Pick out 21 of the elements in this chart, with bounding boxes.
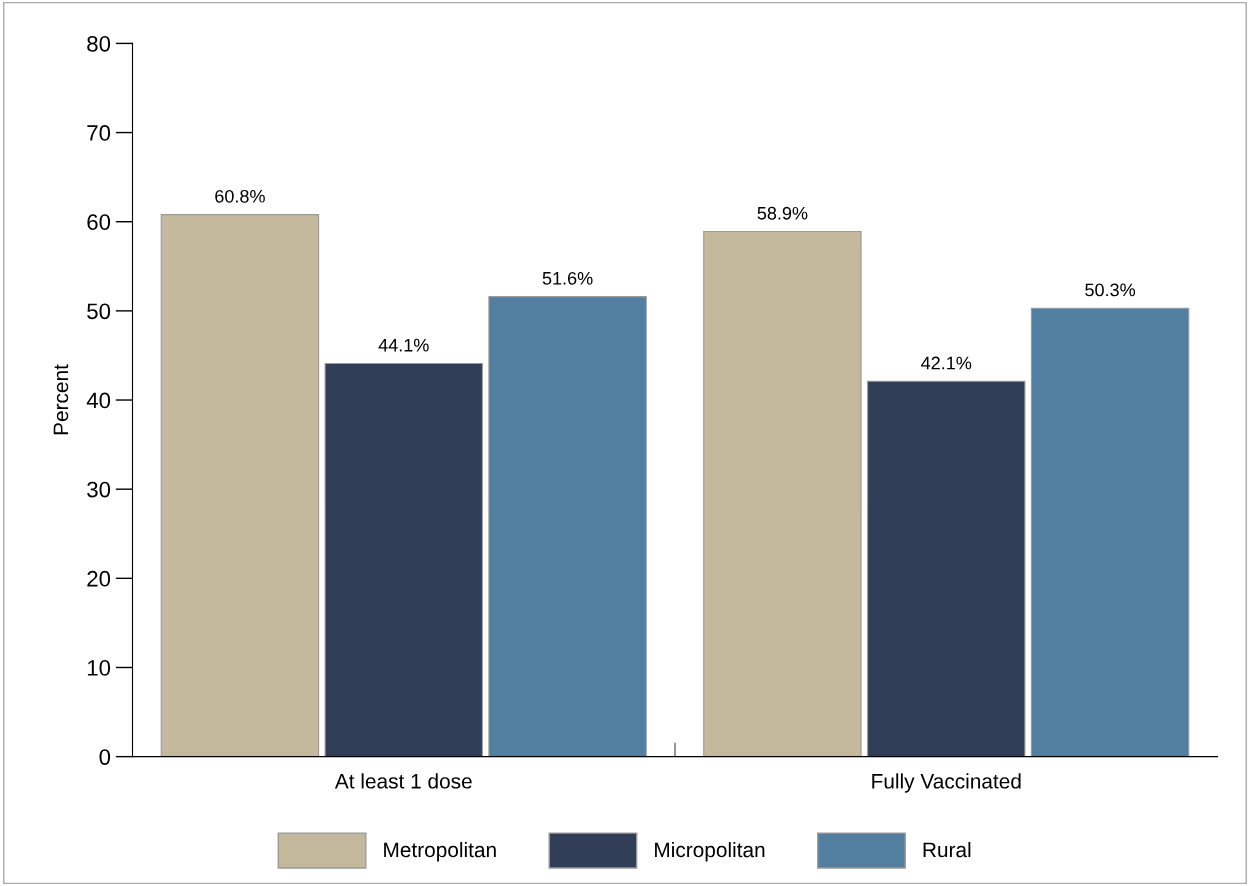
data-label: 60.8%	[215, 189, 265, 203]
legend-label: Rural	[923, 841, 971, 858]
y-tick-label: 60	[87, 214, 111, 230]
y-tick-label: 80	[87, 35, 111, 52]
y-tick-label: 10	[87, 660, 111, 676]
y-tick-label: 40	[86, 392, 111, 409]
legend-label: Micropolitan	[655, 841, 765, 862]
x-tick-label: Fully Vaccinated	[872, 773, 1021, 793]
y-tick-label: 20	[87, 570, 111, 587]
y-tick-label: 30	[87, 481, 111, 498]
y-tick-label: 0	[99, 749, 111, 765]
legend-label: Metropolitan	[384, 841, 496, 862]
data-label: 50.3%	[1085, 283, 1136, 297]
data-label: 44.1%	[378, 338, 429, 352]
data-label: 51.6%	[542, 271, 593, 285]
data-label: 58.9%	[757, 206, 808, 220]
y-tick-label: 70	[87, 125, 111, 141]
y-axis-title: Percent	[53, 364, 69, 435]
y-tick-label: 50	[87, 303, 111, 320]
data-label: 42.1%	[921, 356, 972, 370]
x-tick-label: At least 1 dose	[334, 773, 472, 789]
